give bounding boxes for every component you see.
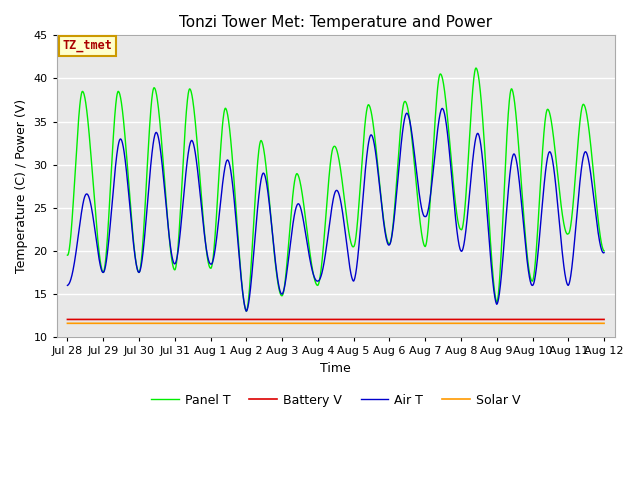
Air T xyxy=(310,275,318,280)
Solar V xyxy=(584,321,592,326)
Line: Panel T: Panel T xyxy=(67,68,604,311)
Panel T xyxy=(585,125,593,131)
Air T xyxy=(243,308,250,314)
Panel T xyxy=(600,248,608,254)
Battery V xyxy=(91,316,99,322)
Solar V xyxy=(324,321,332,326)
Air T xyxy=(91,227,99,232)
Air T xyxy=(438,106,446,111)
Solar V xyxy=(486,321,494,326)
Battery V xyxy=(584,316,592,322)
Panel T xyxy=(63,252,71,258)
Panel T xyxy=(324,179,332,184)
Battery V xyxy=(324,316,332,322)
Solar V xyxy=(600,321,608,326)
Battery V xyxy=(600,316,608,322)
Air T xyxy=(585,158,593,164)
Y-axis label: Temperature (C) / Power (V): Temperature (C) / Power (V) xyxy=(15,99,28,273)
Panel T xyxy=(91,202,99,208)
Air T xyxy=(600,250,608,255)
Air T xyxy=(585,160,593,166)
Panel T xyxy=(585,127,593,133)
Panel T xyxy=(472,65,480,71)
Title: Tonzi Tower Met: Temperature and Power: Tonzi Tower Met: Temperature and Power xyxy=(179,15,492,30)
Battery V xyxy=(310,316,318,322)
Panel T xyxy=(310,276,318,282)
Line: Air T: Air T xyxy=(67,108,604,311)
Air T xyxy=(486,254,494,260)
Solar V xyxy=(585,321,593,326)
Battery V xyxy=(486,316,494,322)
Battery V xyxy=(63,316,71,322)
Panel T xyxy=(243,308,250,314)
Legend: Panel T, Battery V, Air T, Solar V: Panel T, Battery V, Air T, Solar V xyxy=(146,389,525,412)
Panel T xyxy=(486,240,494,245)
Air T xyxy=(63,283,71,288)
Solar V xyxy=(310,321,318,326)
X-axis label: Time: Time xyxy=(321,362,351,375)
Solar V xyxy=(63,321,71,326)
Battery V xyxy=(585,316,593,322)
Text: TZ_tmet: TZ_tmet xyxy=(62,39,112,52)
Solar V xyxy=(91,321,99,326)
Air T xyxy=(324,228,332,234)
